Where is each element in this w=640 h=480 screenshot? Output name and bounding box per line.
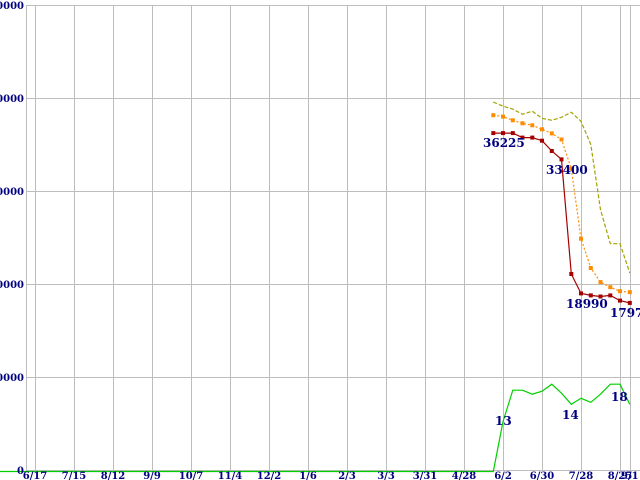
orange-dotted-line	[491, 113, 632, 295]
data-point-label: 18990	[566, 297, 608, 311]
dark-red-line-marker	[608, 293, 613, 298]
dark-red-line-marker	[520, 135, 525, 140]
x-tick-label: 11/4	[218, 471, 243, 480]
orange-dotted-line-marker	[598, 280, 603, 285]
orange-dotted-line-marker	[549, 131, 554, 136]
dark-red-line-marker	[491, 131, 496, 136]
dark-red-line-marker	[510, 131, 515, 136]
orange-dotted-line-marker	[530, 123, 535, 128]
x-tick-label: 3/3	[377, 471, 395, 480]
data-point-label: 18	[611, 390, 628, 404]
y-tick-label: 20000	[0, 280, 24, 291]
dark-red-line-marker	[618, 298, 622, 303]
dark-red-line-marker	[530, 135, 535, 140]
x-tick-label: 12/2	[257, 471, 282, 480]
orange-dotted-line-marker	[520, 121, 525, 126]
x-tick-label: 7/28	[569, 471, 594, 480]
y-axis-labels: 0 10000 20000 30000 40000 50000	[0, 1, 24, 477]
y-tick-label: 50000	[0, 1, 24, 12]
data-point-label: 14	[562, 408, 579, 422]
x-tick-label: 6/2	[494, 471, 512, 480]
orange-dotted-line-marker	[510, 118, 515, 123]
data-labels: 36225 33400 1899017970 13 14 18	[483, 136, 640, 428]
olive-dashed-line-path	[493, 101, 631, 274]
y-tick-label: 0	[17, 466, 24, 477]
dark-red-line-marker	[569, 272, 574, 276]
orange-dotted-line-marker	[627, 290, 632, 295]
dark-red-line	[491, 131, 632, 305]
x-tick-label: 9/9	[143, 471, 161, 480]
x-axis-labels: 6/17 7/15 8/12 9/9 10/7 11/4 12/2 1/6 2/3 3/3 3/31…	[23, 471, 639, 480]
dark-red-line-marker	[588, 293, 593, 298]
dark-red-line-marker	[598, 294, 603, 299]
data-point-label: 13	[495, 414, 512, 428]
olive-dashed-line	[493, 101, 631, 274]
orange-dotted-line-marker	[559, 137, 564, 142]
orange-dotted-line-marker	[491, 113, 496, 118]
x-tick-label: 7/15	[62, 471, 87, 480]
x-tick-label: 2/3	[338, 471, 356, 480]
orange-dotted-line-marker	[501, 114, 505, 119]
dark-red-line-marker	[549, 149, 554, 153]
x-tick-label: 10/7	[179, 471, 204, 480]
gridlines	[26, 5, 640, 471]
dark-red-line-marker	[540, 138, 544, 143]
x-tick-label: 1/6	[299, 471, 317, 480]
data-point-label: 17970	[610, 306, 640, 320]
orange-dotted-line-marker	[579, 236, 583, 241]
green-line	[0, 383, 631, 473]
dark-red-line-marker	[501, 131, 505, 136]
y-tick-label: 10000	[0, 373, 24, 384]
dark-red-line-marker	[559, 157, 564, 162]
orange-dotted-line-marker	[608, 285, 613, 290]
dark-red-line-marker	[627, 300, 632, 305]
x-tick-label: 4/28	[452, 471, 477, 480]
data-point-label: 33400	[546, 163, 588, 177]
data-point-label: 36225	[483, 136, 525, 150]
orange-dotted-line-marker	[569, 166, 574, 171]
x-tick-label: 3/31	[413, 471, 438, 480]
x-tick-label: 8/12	[101, 471, 126, 480]
x-tick-label: 6/17	[23, 471, 48, 480]
orange-dotted-line-marker	[588, 266, 593, 270]
y-tick-label: 30000	[0, 187, 24, 198]
orange-dotted-line-marker	[540, 127, 544, 132]
orange-dotted-line-marker	[618, 289, 622, 294]
x-tick-label: 6/30	[530, 471, 555, 480]
dark-red-line-marker	[579, 291, 583, 296]
x-tick-label: 8/25	[608, 471, 633, 480]
y-tick-label: 40000	[0, 94, 24, 105]
x-tick-label: 9/1	[621, 471, 639, 480]
green-line-path	[0, 383, 631, 473]
